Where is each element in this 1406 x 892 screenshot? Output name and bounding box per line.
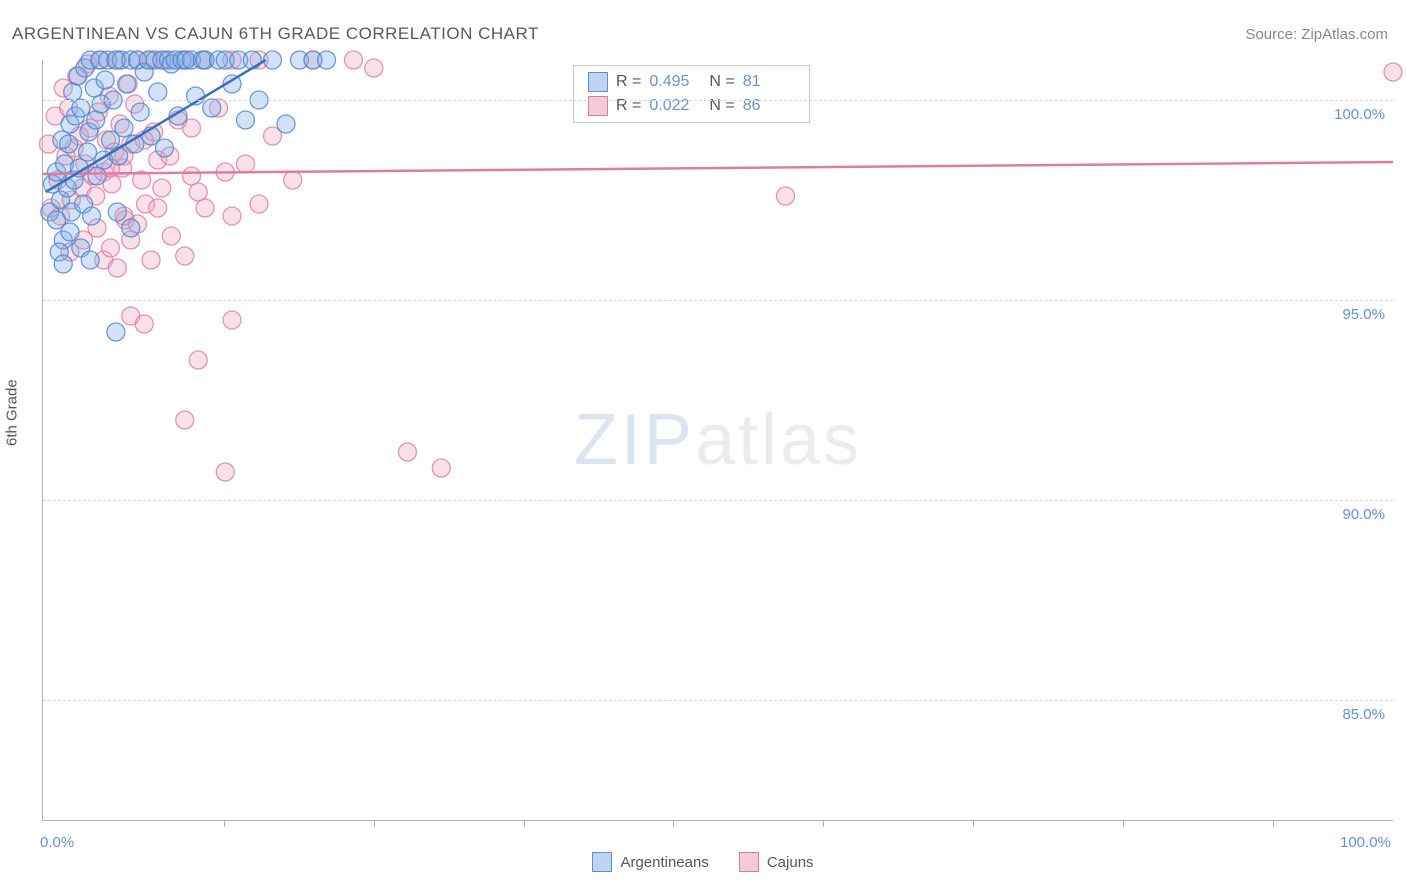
data-point-pink	[162, 227, 180, 245]
data-point-blue	[107, 323, 125, 341]
data-point-pink	[223, 207, 241, 225]
data-point-blue	[108, 203, 126, 221]
r-label: R =	[616, 73, 641, 91]
data-point-blue	[131, 103, 149, 121]
legend-label-pink: Cajuns	[767, 854, 814, 871]
data-point-pink	[223, 311, 241, 329]
legend-stats-row-pink: R = 0.022 N = 86	[574, 94, 809, 118]
x-tick	[1273, 820, 1274, 827]
data-point-pink	[345, 51, 363, 69]
data-point-pink	[189, 351, 207, 369]
data-point-blue	[237, 111, 255, 129]
data-point-pink	[183, 167, 201, 185]
data-point-pink	[365, 59, 383, 77]
x-tick	[224, 820, 225, 827]
data-point-pink	[1384, 63, 1402, 81]
legend-item-blue: Argentineans	[592, 852, 708, 872]
gridline	[43, 300, 1393, 301]
x-tick	[823, 820, 824, 827]
data-point-pink	[432, 459, 450, 477]
data-point-blue	[318, 51, 336, 69]
legend-series: Argentineans Cajuns	[0, 852, 1406, 872]
scatter-svg	[43, 60, 1393, 820]
data-point-blue	[60, 135, 78, 153]
data-point-blue	[79, 143, 97, 161]
y-tick-label: 100.0%	[1334, 106, 1385, 123]
data-point-pink	[216, 463, 234, 481]
x-tick	[673, 820, 674, 827]
data-point-pink	[284, 171, 302, 189]
x-tick	[374, 820, 375, 827]
data-point-blue	[115, 119, 133, 137]
data-point-blue	[149, 83, 167, 101]
x-min-label: 0.0%	[40, 834, 74, 851]
data-point-blue	[83, 207, 101, 225]
n-value-blue: 81	[743, 73, 795, 91]
data-point-pink	[196, 199, 214, 217]
data-point-blue	[277, 115, 295, 133]
x-tick	[1123, 820, 1124, 827]
r-value-blue: 0.495	[649, 73, 701, 91]
data-point-blue	[122, 219, 140, 237]
data-point-blue	[96, 71, 114, 89]
data-point-pink	[250, 195, 268, 213]
y-tick-label: 95.0%	[1342, 306, 1385, 323]
data-point-blue	[64, 83, 82, 101]
data-point-blue	[54, 255, 72, 273]
data-point-blue	[243, 51, 261, 69]
data-point-blue	[156, 139, 174, 157]
plot-area: ZIPatlas R = 0.495 N = 81 R = 0.022 N = …	[42, 60, 1393, 821]
swatch-pink-icon	[588, 96, 608, 116]
data-point-blue	[61, 223, 79, 241]
data-point-pink	[153, 179, 171, 197]
x-tick	[524, 820, 525, 827]
y-tick-label: 85.0%	[1342, 706, 1385, 723]
legend-label-blue: Argentineans	[620, 854, 708, 871]
data-point-pink	[399, 443, 417, 461]
data-point-blue	[264, 51, 282, 69]
data-point-pink	[176, 411, 194, 429]
chart-title: ARGENTINEAN VS CAJUN 6TH GRADE CORRELATI…	[12, 24, 539, 44]
data-point-pink	[237, 155, 255, 173]
chart-container: ARGENTINEAN VS CAJUN 6TH GRADE CORRELATI…	[0, 0, 1406, 892]
data-point-pink	[142, 251, 160, 269]
n-label: N =	[709, 73, 734, 91]
gridline	[43, 500, 1393, 501]
swatch-blue-icon-2	[592, 852, 612, 872]
data-point-blue	[87, 111, 105, 129]
data-point-pink	[108, 259, 126, 277]
data-point-pink	[135, 315, 153, 333]
legend-stats: R = 0.495 N = 81 R = 0.022 N = 86	[573, 65, 810, 123]
data-point-pink	[777, 187, 795, 205]
swatch-pink-icon-2	[739, 852, 759, 872]
swatch-blue-icon	[588, 72, 608, 92]
data-point-pink	[149, 199, 167, 217]
data-point-pink	[176, 247, 194, 265]
data-point-blue	[88, 167, 106, 185]
x-tick	[973, 820, 974, 827]
data-point-blue	[118, 75, 136, 93]
legend-item-pink: Cajuns	[739, 852, 814, 872]
data-point-blue	[203, 99, 221, 117]
y-axis-title: 6th Grade	[4, 379, 21, 446]
data-point-pink	[102, 239, 120, 257]
data-point-pink	[189, 183, 207, 201]
data-point-blue	[81, 251, 99, 269]
gridline	[43, 700, 1393, 701]
data-point-blue	[72, 99, 90, 117]
legend-stats-row-blue: R = 0.495 N = 81	[574, 70, 809, 94]
gridline	[43, 100, 1393, 101]
x-max-label: 100.0%	[1340, 834, 1391, 851]
source-label: Source: ZipAtlas.com	[1245, 26, 1388, 43]
y-tick-label: 90.0%	[1342, 506, 1385, 523]
